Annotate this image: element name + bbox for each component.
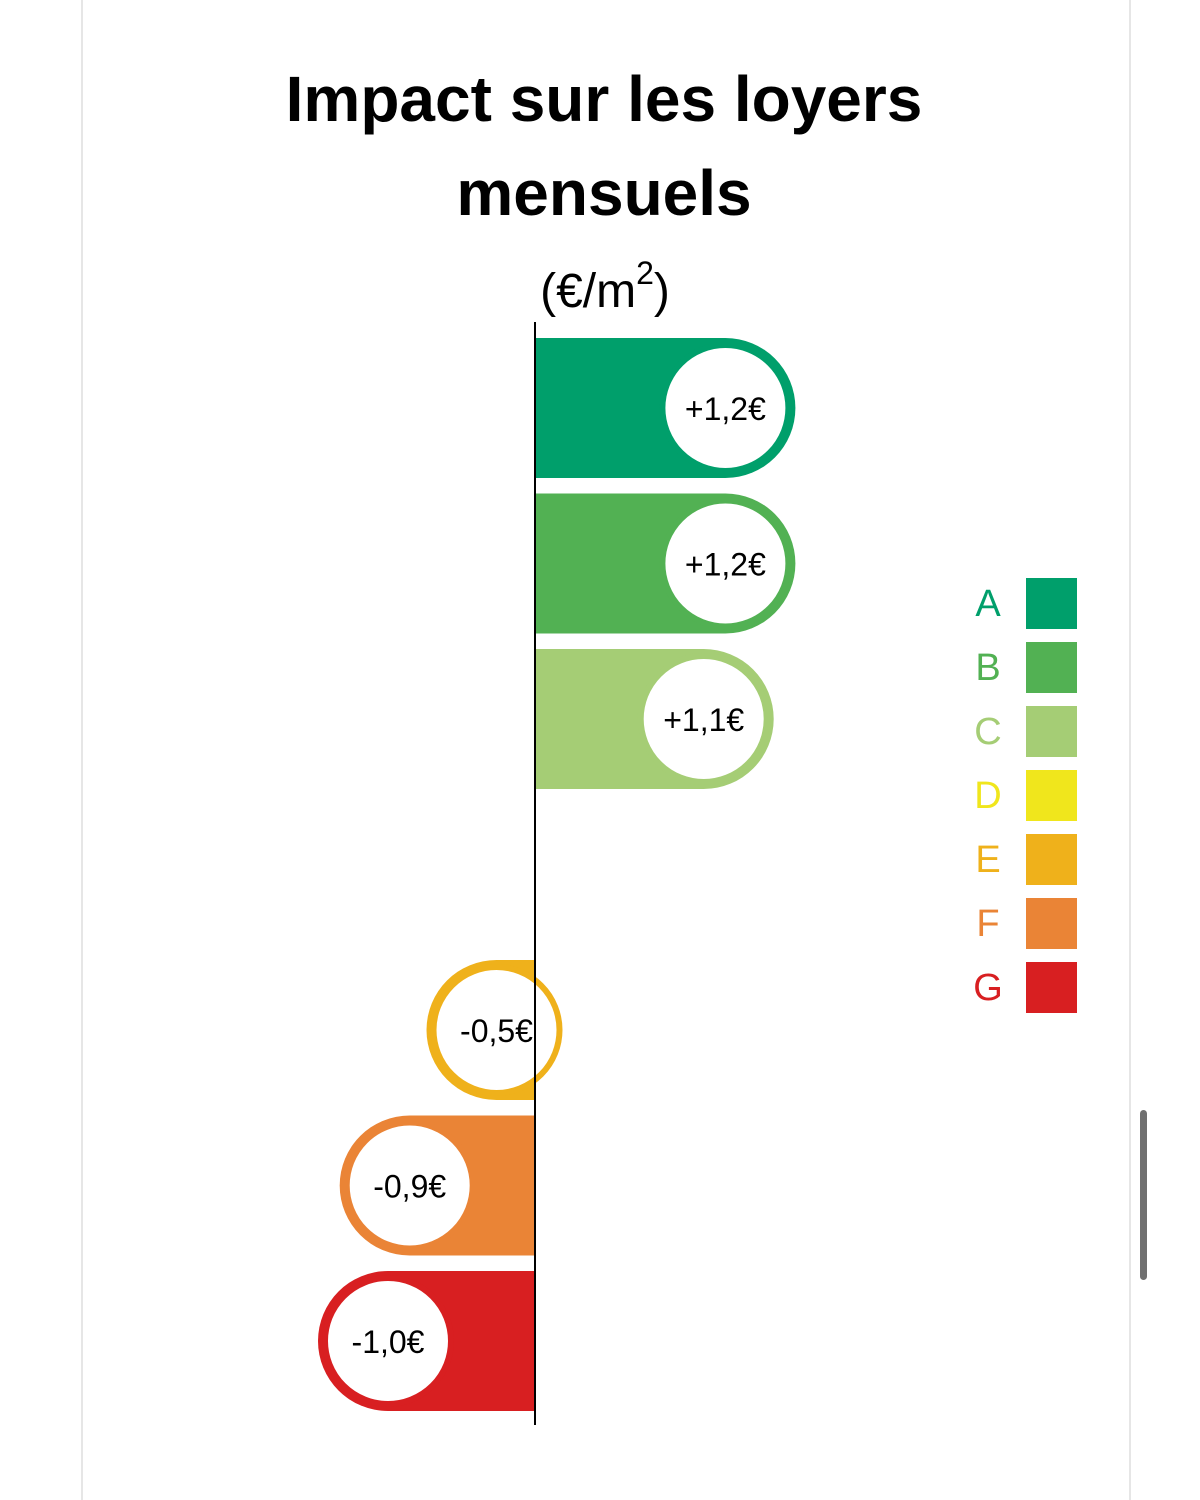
legend-item-f: F [960,898,1090,950]
legend-label-a: A [975,583,1001,625]
unit-label: (€/m2) [500,257,710,322]
bar-end-circle-b [659,497,792,630]
data-label-b: +1,2€ [685,547,766,583]
legend-item-c: C [960,706,1090,758]
bar-f: -0,9€ [339,1115,535,1256]
legend-item-a: A [960,578,1090,630]
bar-e: -0,5€ [426,960,563,1100]
legend-label-b: B [975,647,1001,689]
data-label-c: +1,1€ [663,702,744,738]
legend-swatch-d [1026,770,1077,821]
data-label-f: -0,9€ [373,1169,446,1205]
legend-swatch-b [1026,642,1077,693]
bar-g: -1,0€ [318,1271,535,1411]
data-label-a: +1,2€ [685,391,766,427]
bar-end-circle-e [430,964,563,1096]
page-scrollbar[interactable] [1140,1110,1147,1280]
legend-item-d: D [960,770,1090,822]
unit-label-close: ) [653,265,670,318]
bar-end-circle-c [637,653,770,785]
legend-item-g: G [960,962,1090,1014]
legend-swatch-a [1026,578,1077,629]
unit-label-exponent: 2 [636,255,654,291]
data-label-e: -0,5€ [460,1013,533,1049]
legend-item-b: B [960,642,1090,694]
legend-item-e: E [960,834,1090,886]
bar-end-circle-g [322,1275,454,1407]
legend-label-f: F [976,903,1000,945]
data-label-g: -1,0€ [352,1324,425,1360]
bar-end-circle-f [343,1119,476,1252]
legend-swatch-c [1026,706,1077,757]
bar-end-circle-a [659,342,792,474]
legend-swatch-g [1026,962,1077,1013]
legend: A B C D E F G [960,578,1090,1026]
bar-b: +1,2€ [535,493,796,634]
legend-swatch-f [1026,898,1077,949]
chart-title: Impact sur les loyers mensuels [285,63,923,229]
bar-c: +1,1€ [535,649,774,789]
legend-label-c: C [974,711,1002,753]
legend-label-e: E [975,839,1001,881]
legend-label-d: D [974,775,1002,817]
legend-swatch-e [1026,834,1077,885]
bar-a: +1,2€ [535,338,796,478]
unit-label-base: (€/m [540,265,637,318]
legend-label-g: G [973,967,1003,1009]
